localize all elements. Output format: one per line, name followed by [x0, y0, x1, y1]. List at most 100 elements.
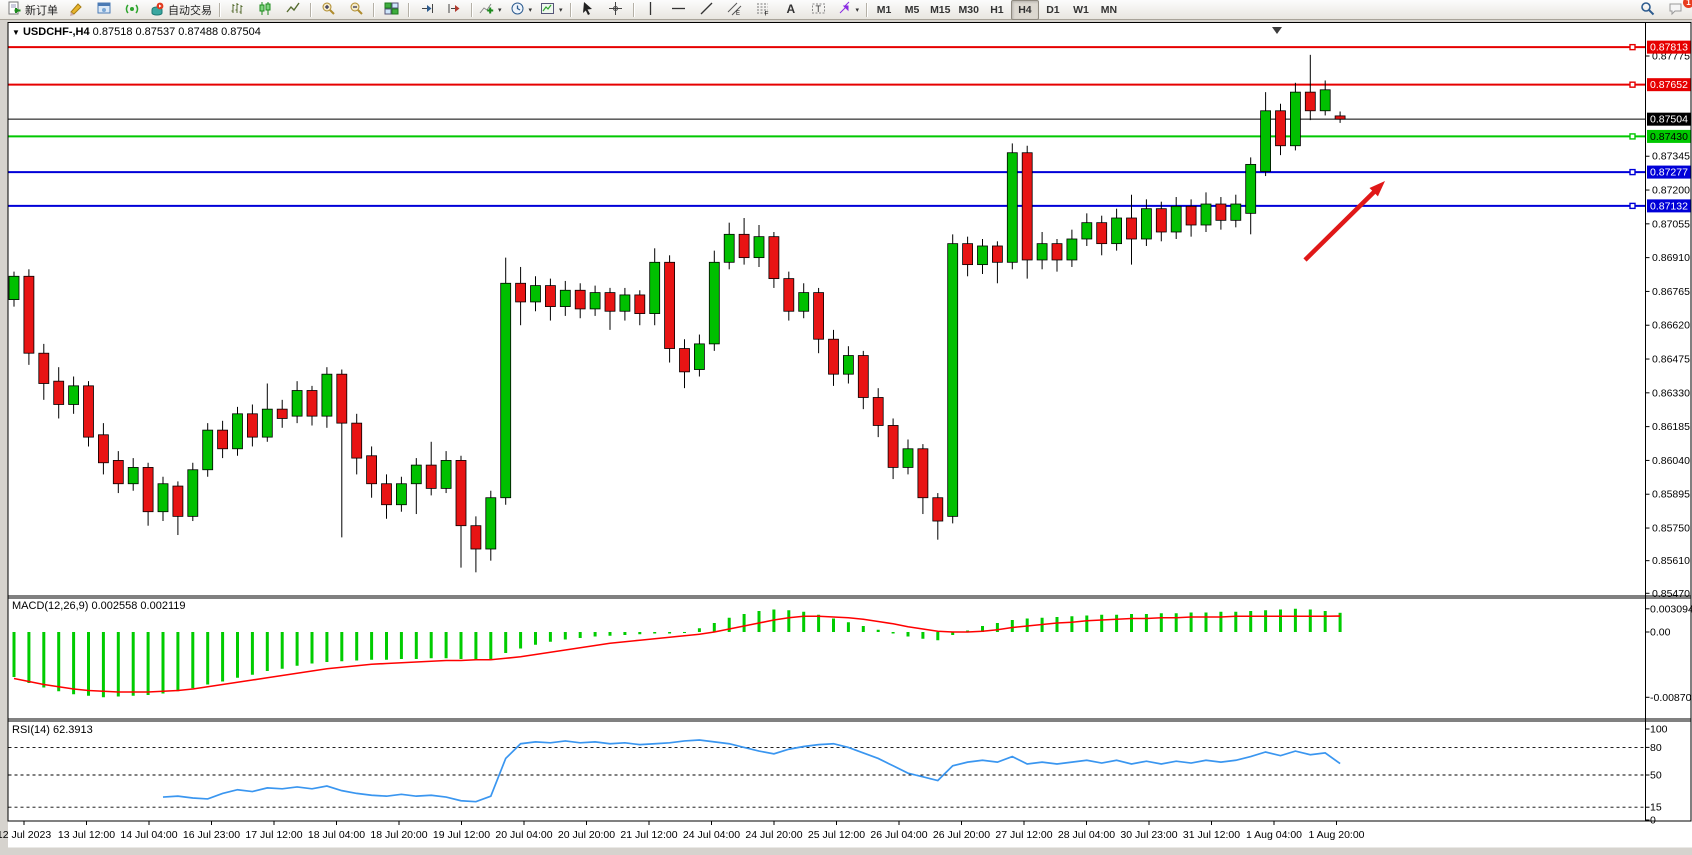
macd-bar: [862, 626, 865, 632]
macd-bar: [549, 632, 552, 642]
macd-bar: [892, 632, 895, 634]
timeframe-button-w1[interactable]: W1: [1067, 0, 1095, 20]
time-tick-label: 24 Jul 20:00: [745, 829, 802, 841]
dropdown-arrow-icon[interactable]: ▾: [559, 6, 563, 14]
level-handle[interactable]: [1630, 170, 1635, 175]
time-tick-label: 21 Jul 12:00: [620, 829, 677, 841]
time-tick-label: 14 Jul 04:00: [120, 829, 177, 841]
highlighter-button[interactable]: [62, 0, 90, 20]
level-handle[interactable]: [1630, 82, 1635, 87]
price-tick-label: 0.87055: [1652, 218, 1690, 230]
profiles-button[interactable]: [90, 0, 118, 20]
price-badge-support-blue-1: 0.87277: [1647, 166, 1691, 179]
price-tick-label: 0.86185: [1652, 421, 1690, 433]
rsi-indicator-label: RSI(14) 62.3913: [12, 724, 93, 736]
macd-bar: [698, 628, 701, 632]
channel-icon: E: [727, 1, 742, 19]
fibonacci-button[interactable]: F: [749, 0, 777, 20]
macd-bar: [27, 632, 30, 683]
search-button[interactable]: [1633, 0, 1661, 20]
cursor-button[interactable]: [574, 0, 602, 20]
toolbar-separator: [408, 3, 409, 17]
zoom-out-button[interactable]: [342, 0, 370, 20]
crosshair-button[interactable]: [602, 0, 630, 20]
time-tick-label: 12 Jul 2023: [0, 829, 51, 841]
macd-bar: [355, 632, 358, 661]
time-tick-label: 16 Jul 23:00: [183, 829, 240, 841]
chart-shift-icon: [447, 1, 462, 19]
highlighter-icon: [69, 1, 84, 19]
dropdown-arrow-icon[interactable]: ▾: [529, 6, 533, 14]
timeframe-button-m15[interactable]: M15: [926, 0, 954, 20]
level-handle[interactable]: [1630, 45, 1635, 50]
macd-bar: [132, 632, 135, 696]
arrows-button[interactable]: ▾: [833, 0, 864, 20]
timeframe-button-h4[interactable]: H4: [1011, 0, 1039, 20]
timeframe-button-m5[interactable]: M5: [898, 0, 926, 20]
macd-bar: [668, 632, 671, 634]
macd-bar: [266, 632, 269, 671]
price-tick-label: 0.86620: [1652, 320, 1690, 332]
macd-bar: [758, 611, 761, 632]
price-tick-label: 0.86040: [1652, 455, 1690, 467]
timeframe-label: W1: [1073, 4, 1089, 16]
toolbar-separator: [866, 3, 867, 17]
dropdown-arrow-icon[interactable]: ▾: [856, 6, 860, 14]
line-chart-icon: [286, 1, 301, 19]
rsi-current-value: 62.3913: [53, 724, 93, 736]
price-tick-label: 0.87200: [1652, 185, 1690, 197]
candle-chart-button[interactable]: [251, 0, 279, 20]
channel-button[interactable]: E: [721, 0, 749, 20]
macd-bar: [430, 632, 433, 658]
timeframe-button-m1[interactable]: M1: [870, 0, 898, 20]
macd-bar: [102, 632, 105, 697]
macd-bar: [1056, 617, 1059, 632]
templates-button[interactable]: ▾: [536, 0, 567, 20]
macd-bar: [504, 632, 507, 653]
hline-button[interactable]: [665, 0, 693, 20]
rsi-name: RSI(14): [12, 724, 50, 736]
autotrade-button[interactable]: 自动交易: [146, 0, 216, 20]
signals-button[interactable]: [118, 0, 146, 20]
timeframe-button-mn[interactable]: MN: [1095, 0, 1123, 20]
candle: [948, 234, 958, 523]
level-handle[interactable]: [1630, 134, 1635, 139]
time-tick-label: 26 Jul 20:00: [933, 829, 990, 841]
zoom-out-icon: [349, 1, 364, 19]
timeframe-button-m30[interactable]: M30: [955, 0, 983, 20]
new-order-button-label: 新订单: [25, 2, 58, 18]
timeframe-button-d1[interactable]: D1: [1039, 0, 1067, 20]
text-icon: A: [783, 1, 798, 19]
vline-button[interactable]: [637, 0, 665, 20]
macd-bar: [1234, 612, 1237, 632]
macd-bar: [72, 632, 75, 694]
text-button[interactable]: A: [777, 0, 805, 20]
timeframe-button-h1[interactable]: H1: [983, 0, 1011, 20]
dropdown-arrow-icon[interactable]: ▾: [498, 6, 502, 14]
line-chart-button[interactable]: [279, 0, 307, 20]
candle: [84, 381, 94, 446]
toolbar-separator: [570, 3, 571, 17]
level-handle[interactable]: [1630, 203, 1635, 208]
trendline-button[interactable]: [693, 0, 721, 20]
macd-bar: [1160, 613, 1163, 632]
time-tick-label: 1 Aug 04:00: [1246, 829, 1302, 841]
chart-window: 0.0030940.00-0.00870610080501500.877750.…: [0, 20, 1692, 850]
price-tick-label: 0.86330: [1652, 387, 1690, 399]
auto-scroll-button[interactable]: [412, 0, 440, 20]
candle: [203, 423, 213, 477]
profiles-icon: [97, 1, 112, 19]
chart-collapse-icon[interactable]: ▼: [12, 28, 20, 37]
periods-button[interactable]: ▾: [506, 0, 537, 20]
indicators-button[interactable]: ▾: [475, 0, 506, 20]
zoom-in-button[interactable]: [314, 0, 342, 20]
notifications-button[interactable]: 1: [1661, 0, 1689, 20]
macd-bar: [251, 632, 254, 675]
bar-chart-button[interactable]: [223, 0, 251, 20]
chart-shift-button[interactable]: [440, 0, 468, 20]
new-order-button[interactable]: 新订单: [3, 0, 62, 20]
label-button[interactable]: T: [805, 0, 833, 20]
tile-windows-button[interactable]: [377, 0, 405, 20]
macd-bar: [877, 630, 880, 632]
rsi-axis-label: 80: [1650, 742, 1662, 754]
